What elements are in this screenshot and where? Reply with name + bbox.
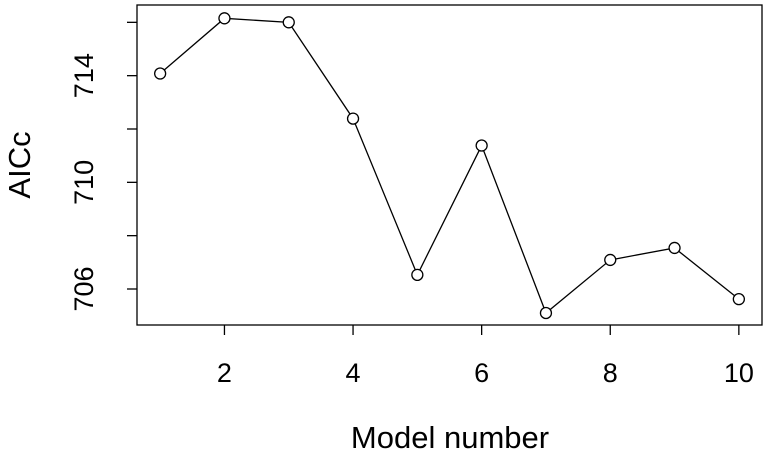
plot-frame [136,4,763,326]
point [346,112,360,125]
point [411,268,424,282]
point [668,241,681,255]
point [475,139,488,152]
x-tick-label: 2 [217,358,232,388]
point [539,306,553,320]
point [732,292,746,306]
point [153,67,167,80]
y-tick-label: 706 [69,266,99,311]
x-tick-label: 4 [346,358,361,388]
x-tick-label: 6 [474,358,489,388]
y-tick-label: 710 [69,160,99,205]
point [218,12,231,25]
point [604,253,617,267]
line [159,17,740,315]
y-axis-label: AICc [2,131,37,198]
x-tick-label: 8 [603,358,618,388]
x-axis-label: Model number [351,420,549,455]
x-tick-label: 10 [724,358,754,388]
point [282,16,295,29]
y-tick-label: 714 [69,53,99,98]
